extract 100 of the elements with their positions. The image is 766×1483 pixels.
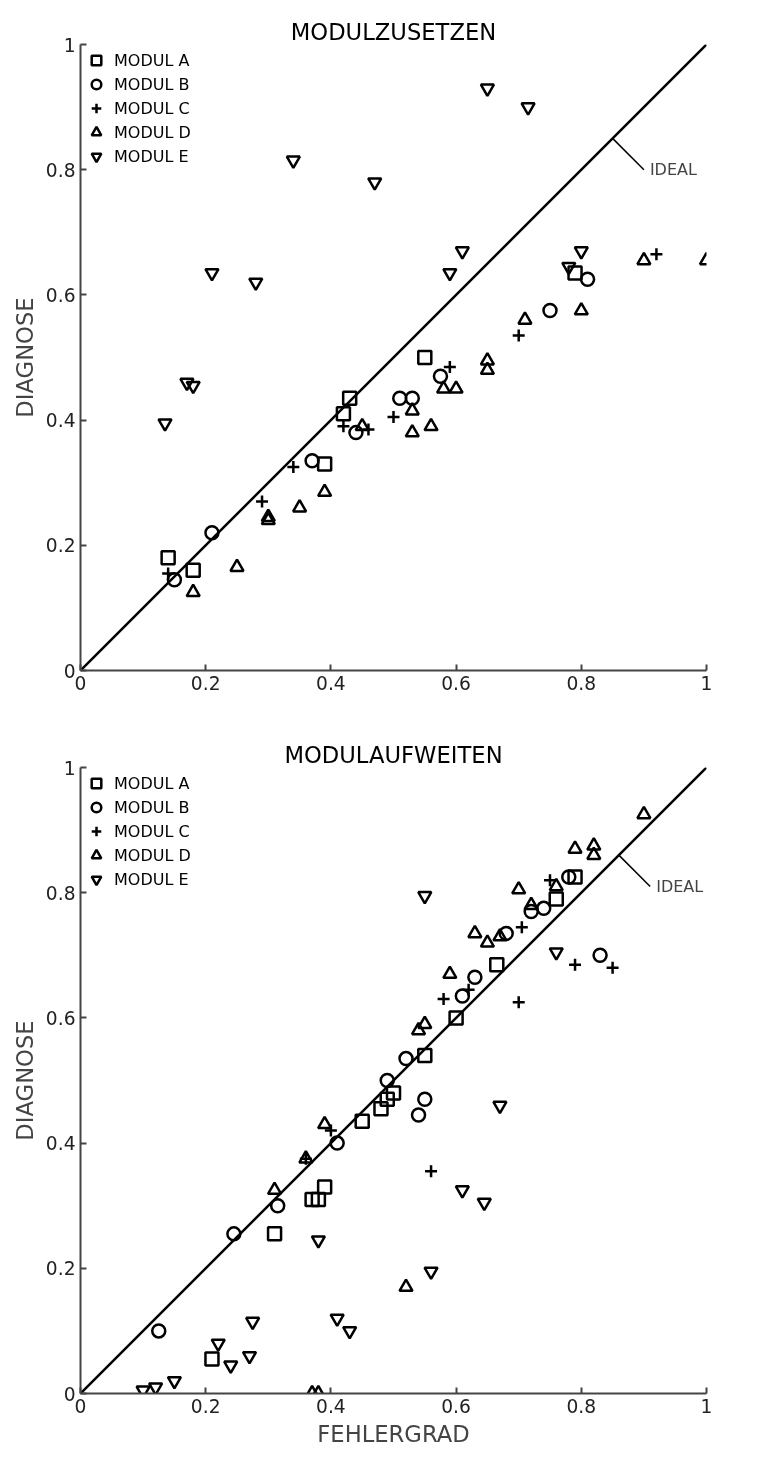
point [567,869,583,885]
point [579,271,596,287]
point [204,267,220,282]
point [548,877,565,892]
legend-label: MODUL D [114,844,191,867]
point [514,919,530,935]
point [523,903,539,920]
point [354,1113,370,1129]
point [160,566,176,581]
y-axis-title: DIAGNOSE [11,297,38,418]
point [586,836,602,851]
point [498,925,514,942]
point [592,947,608,964]
point [204,525,220,541]
x-tick-label: 0.6 [441,672,471,694]
point [323,1123,339,1138]
y-tick-label: 0.8 [45,159,76,181]
y-tick-label: 0.4 [45,1133,76,1155]
point [649,246,664,262]
point [229,558,245,573]
point [266,1226,283,1242]
point [392,390,408,406]
point [436,991,451,1007]
x-tick-label: 0.6 [441,1395,471,1417]
point [442,267,458,282]
legend-label: MODUL E [114,145,189,168]
point [511,328,526,343]
point [329,1313,345,1328]
y-tick-label: 1 [63,34,76,56]
y-axis-title: DIAGNOSE [11,1020,38,1141]
point [510,880,527,895]
point [479,934,496,948]
point [535,900,552,917]
point [410,1021,427,1036]
x-tick-label: 1 [700,672,713,694]
legend-label: MODUL A [114,772,190,795]
point [479,83,496,98]
point [341,1325,358,1340]
legend-label: MODUL D [114,121,191,144]
point [410,1107,427,1123]
x-axis-title: FEHLERGRAD [317,1420,470,1447]
y-tick-label: 0.4 [45,410,76,432]
point [341,390,358,406]
legend-label: MODUL C [114,97,190,120]
point [379,1091,395,1108]
x-tick-label: 1 [700,1395,713,1417]
legend-label: MODUL E [114,868,189,891]
point [520,102,536,116]
point [417,349,433,366]
point [244,1316,261,1331]
chart-title: MODULZUSETZEN [290,18,497,45]
legend-label: MODUL B [114,796,190,819]
point [147,1382,164,1394]
point [316,483,333,498]
point [254,494,270,509]
point [561,869,577,885]
legend-label: MODUL C [114,820,190,843]
point [379,1072,395,1089]
point [179,377,195,392]
point [304,453,320,469]
y-tick-label: 0.2 [45,535,76,557]
point [435,380,452,394]
x-tick-label: 0.2 [190,672,221,694]
point [151,1323,167,1339]
point [348,424,364,441]
point [386,409,401,425]
x-tick-label: 0.8 [566,1395,597,1417]
point [567,957,583,972]
point [454,1185,471,1199]
point [354,417,370,432]
point [222,1360,239,1375]
point [523,896,539,911]
point [567,265,583,281]
point [567,840,583,854]
point [304,1191,320,1208]
point [417,1091,433,1108]
legend-label: MODUL B [114,73,190,96]
point [586,846,602,861]
point [442,965,458,980]
y-tick-label: 0.6 [45,1007,76,1029]
point [335,406,352,422]
annotation: IDEAL [656,876,704,896]
point [248,277,264,292]
point [316,1179,333,1195]
point [476,1197,493,1212]
point [636,805,652,820]
point [204,1351,220,1367]
point [492,1100,508,1115]
annotation: IDEAL [649,160,697,180]
point [479,361,496,376]
point [285,155,302,170]
point [467,924,483,939]
point [561,261,577,276]
point [404,423,421,438]
y-tick-label: 0.8 [45,882,76,904]
point [467,969,483,985]
point [316,456,333,472]
x-tick-label: 0.4 [316,672,346,694]
point [166,1375,183,1390]
point [366,177,383,191]
